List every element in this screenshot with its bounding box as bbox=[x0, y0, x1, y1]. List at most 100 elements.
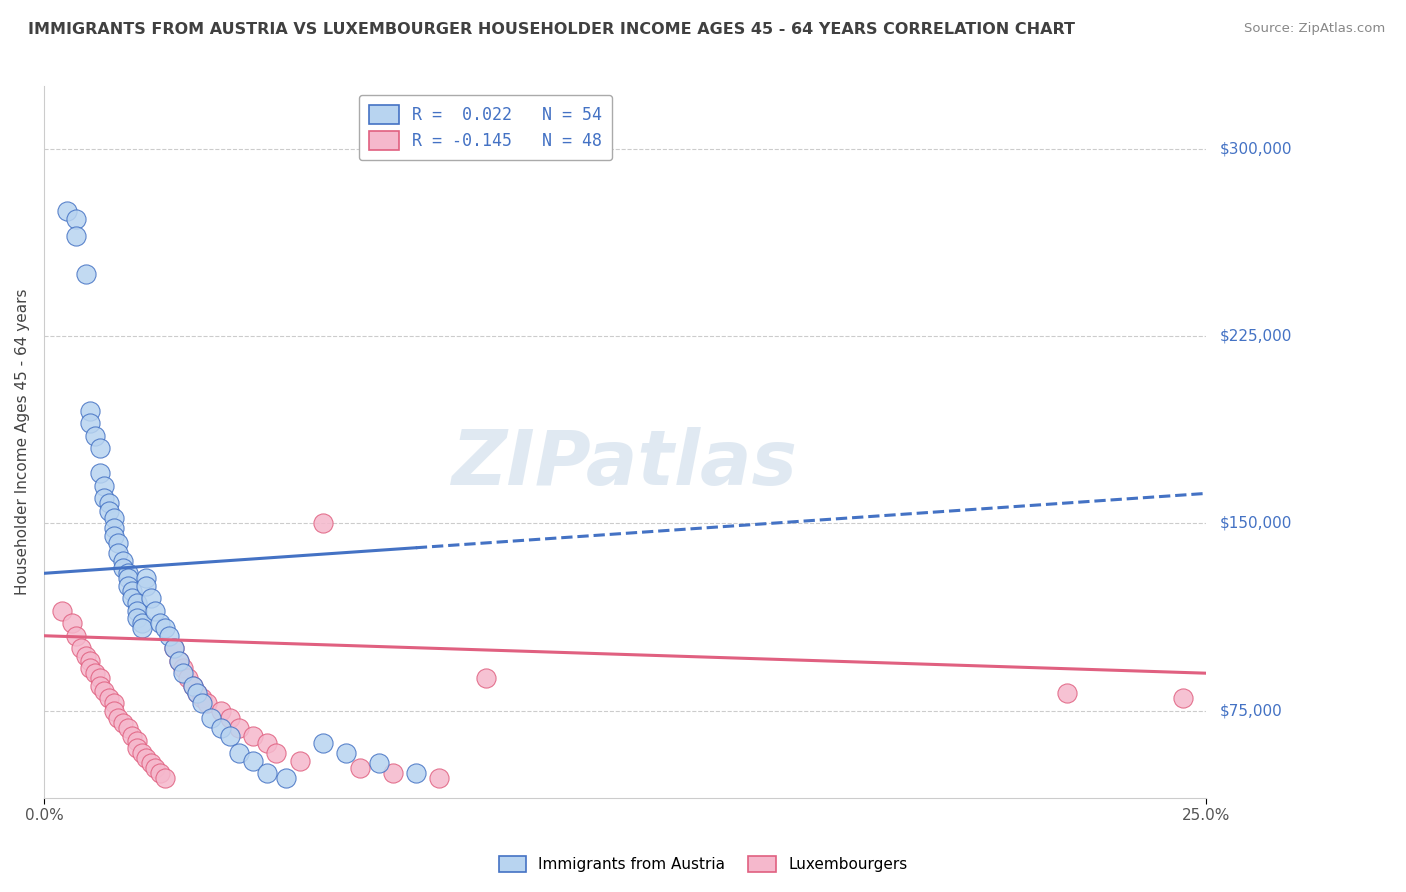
Point bbox=[111, 561, 134, 575]
Point bbox=[242, 754, 264, 768]
Point bbox=[131, 616, 153, 631]
Point bbox=[89, 467, 111, 481]
Text: Source: ZipAtlas.com: Source: ZipAtlas.com bbox=[1244, 22, 1385, 36]
Point bbox=[107, 546, 129, 560]
Point bbox=[200, 711, 222, 725]
Point bbox=[65, 629, 87, 643]
Point bbox=[79, 404, 101, 418]
Point bbox=[405, 766, 427, 780]
Text: $150,000: $150,000 bbox=[1220, 516, 1292, 531]
Point bbox=[65, 229, 87, 244]
Point bbox=[474, 671, 496, 685]
Point bbox=[181, 679, 204, 693]
Point bbox=[107, 711, 129, 725]
Point bbox=[89, 442, 111, 456]
Point bbox=[256, 766, 278, 780]
Point bbox=[139, 756, 162, 770]
Point bbox=[149, 766, 172, 780]
Point bbox=[191, 691, 214, 706]
Point bbox=[131, 746, 153, 760]
Point bbox=[65, 211, 87, 226]
Point bbox=[186, 686, 208, 700]
Point bbox=[145, 604, 167, 618]
Y-axis label: Householder Income Ages 45 - 64 years: Householder Income Ages 45 - 64 years bbox=[15, 289, 30, 596]
Text: IMMIGRANTS FROM AUSTRIA VS LUXEMBOURGER HOUSEHOLDER INCOME AGES 45 - 64 YEARS CO: IMMIGRANTS FROM AUSTRIA VS LUXEMBOURGER … bbox=[28, 22, 1076, 37]
Point bbox=[135, 751, 157, 765]
Point bbox=[163, 641, 186, 656]
Point bbox=[93, 479, 115, 493]
Point bbox=[1056, 686, 1078, 700]
Point bbox=[256, 736, 278, 750]
Point bbox=[121, 729, 143, 743]
Point bbox=[75, 267, 97, 281]
Point bbox=[312, 516, 335, 531]
Point bbox=[56, 204, 79, 219]
Point bbox=[209, 721, 232, 735]
Point bbox=[167, 654, 190, 668]
Point bbox=[172, 666, 194, 681]
Text: ZIPatlas: ZIPatlas bbox=[453, 426, 799, 500]
Legend: R =  0.022   N = 54, R = -0.145   N = 48: R = 0.022 N = 54, R = -0.145 N = 48 bbox=[359, 95, 612, 160]
Point bbox=[163, 641, 186, 656]
Point bbox=[145, 761, 167, 775]
Point bbox=[93, 683, 115, 698]
Point bbox=[288, 754, 311, 768]
Point bbox=[1171, 691, 1194, 706]
Point bbox=[209, 704, 232, 718]
Legend: Immigrants from Austria, Luxembourgers: Immigrants from Austria, Luxembourgers bbox=[491, 848, 915, 880]
Point bbox=[103, 511, 125, 525]
Point bbox=[89, 671, 111, 685]
Point bbox=[381, 766, 404, 780]
Point bbox=[125, 604, 148, 618]
Point bbox=[125, 596, 148, 610]
Point bbox=[98, 691, 121, 706]
Point bbox=[70, 641, 93, 656]
Point bbox=[117, 721, 139, 735]
Point bbox=[84, 429, 107, 443]
Point bbox=[103, 696, 125, 710]
Point bbox=[75, 648, 97, 663]
Point bbox=[139, 591, 162, 606]
Text: $225,000: $225,000 bbox=[1220, 328, 1292, 343]
Point bbox=[103, 704, 125, 718]
Point bbox=[167, 654, 190, 668]
Point bbox=[135, 571, 157, 585]
Point bbox=[242, 729, 264, 743]
Point bbox=[312, 736, 335, 750]
Point bbox=[51, 604, 73, 618]
Point bbox=[153, 621, 176, 635]
Point bbox=[427, 771, 450, 785]
Point bbox=[60, 616, 83, 631]
Point bbox=[125, 741, 148, 756]
Point bbox=[79, 661, 101, 675]
Point bbox=[181, 679, 204, 693]
Point bbox=[111, 554, 134, 568]
Point bbox=[153, 771, 176, 785]
Point bbox=[186, 686, 208, 700]
Point bbox=[228, 721, 250, 735]
Point bbox=[103, 521, 125, 535]
Point bbox=[131, 621, 153, 635]
Point bbox=[121, 583, 143, 598]
Point bbox=[107, 536, 129, 550]
Point bbox=[335, 746, 357, 760]
Point bbox=[103, 529, 125, 543]
Point bbox=[218, 729, 240, 743]
Text: $75,000: $75,000 bbox=[1220, 703, 1282, 718]
Point bbox=[195, 696, 218, 710]
Point bbox=[218, 711, 240, 725]
Point bbox=[367, 756, 389, 770]
Point bbox=[98, 504, 121, 518]
Point bbox=[117, 571, 139, 585]
Point bbox=[111, 716, 134, 731]
Point bbox=[125, 611, 148, 625]
Point bbox=[191, 696, 214, 710]
Point bbox=[274, 771, 297, 785]
Text: $300,000: $300,000 bbox=[1220, 141, 1292, 156]
Point bbox=[266, 746, 288, 760]
Point bbox=[172, 661, 194, 675]
Point bbox=[98, 496, 121, 510]
Point bbox=[349, 761, 371, 775]
Point bbox=[84, 666, 107, 681]
Point bbox=[93, 491, 115, 506]
